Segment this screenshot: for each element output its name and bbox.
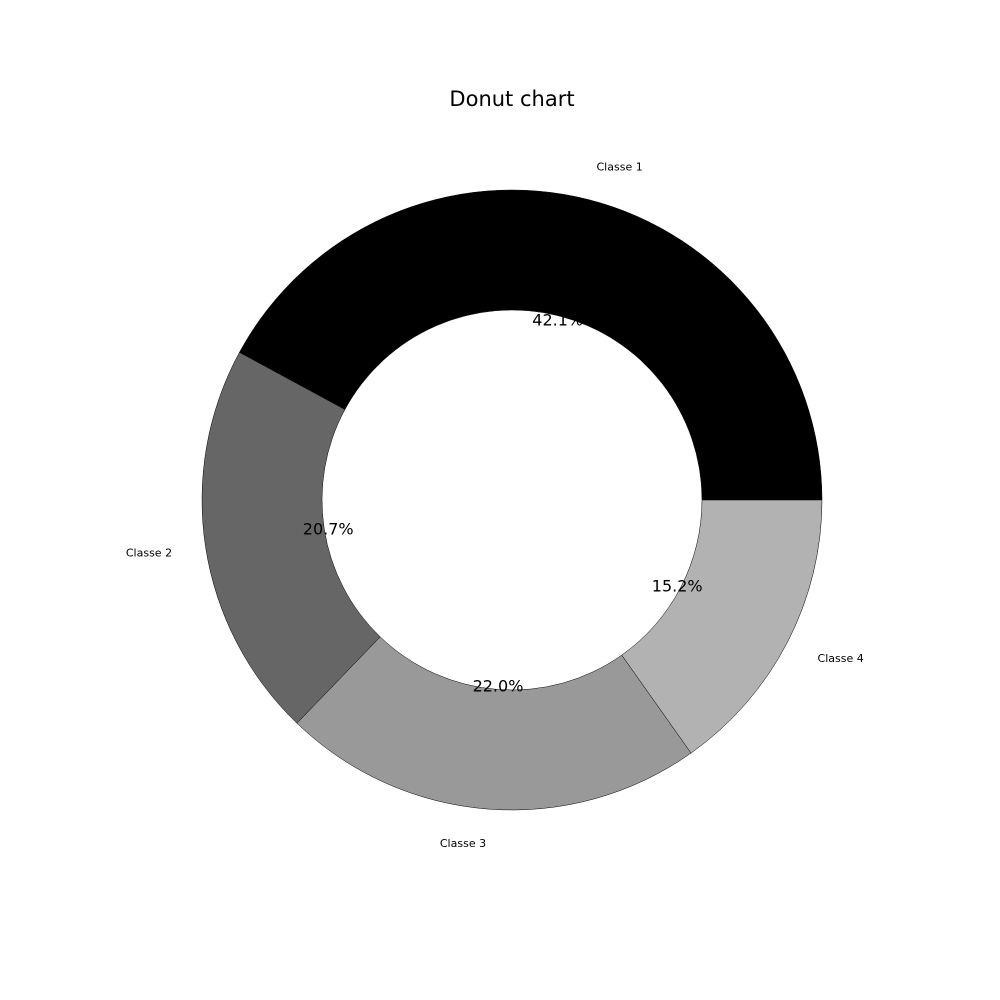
wedge-classe-4 bbox=[621, 499, 823, 754]
category-label-classe-1: Classe 1 bbox=[597, 161, 643, 174]
donut-wedges bbox=[201, 189, 823, 811]
percent-label-classe-4: 15.2% bbox=[652, 576, 703, 595]
wedge-classe-2 bbox=[201, 352, 381, 724]
category-labels: Classe 1 Classe 2 Classe 3 Classe 4 bbox=[126, 161, 864, 850]
category-label-classe-3: Classe 3 bbox=[440, 837, 486, 850]
wedge-classe-1 bbox=[239, 189, 823, 501]
percent-labels: 42.1% 20.7% 22.0% 15.2% bbox=[303, 311, 703, 696]
category-label-classe-4: Classe 4 bbox=[818, 652, 864, 665]
category-label-classe-2: Classe 2 bbox=[126, 547, 172, 560]
percent-label-classe-1: 42.1% bbox=[532, 311, 583, 330]
percent-label-classe-3: 22.0% bbox=[473, 676, 524, 695]
chart-title: Donut chart bbox=[449, 87, 574, 111]
wedge-classe-3 bbox=[296, 636, 692, 811]
percent-label-classe-2: 20.7% bbox=[303, 520, 354, 539]
